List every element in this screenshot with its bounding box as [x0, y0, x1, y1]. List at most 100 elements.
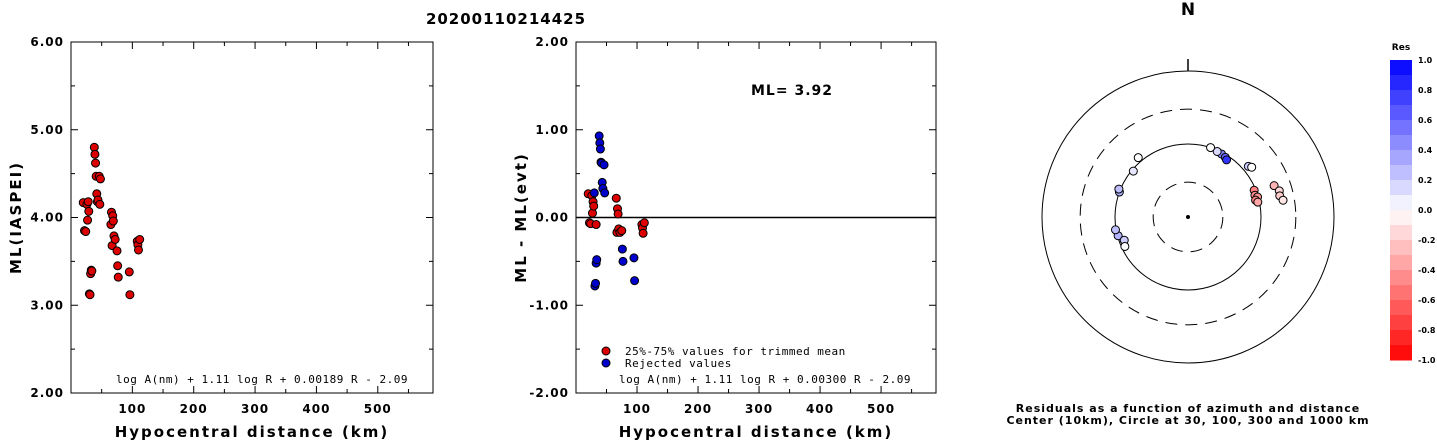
data-point [133, 245, 143, 255]
colorbar-tick-label: -1.0 [1418, 356, 1436, 365]
residual-vs-distance-panel: 100 200 300 400 500 -2.00 -1.00 0.00 1.00 2.00 Hyp… [512, 35, 937, 441]
colorbar-segment [1390, 105, 1412, 121]
x-tick-label: 400 [806, 402, 834, 416]
colorbar-segment [1390, 120, 1412, 136]
y-tick-label: 4.00 [30, 211, 64, 225]
trimmed-mean-point [591, 220, 601, 230]
rejected-point [595, 144, 605, 154]
station-residual-point [1114, 184, 1124, 194]
distance-circle [1114, 143, 1262, 291]
x-tick-label: 100 [118, 402, 146, 416]
colorbar-segment [1390, 195, 1412, 211]
colorbar-segment [1390, 90, 1412, 106]
y-tick-label: 6.00 [30, 35, 64, 49]
formula-text: log A(nm) + 1.11 log R + 0.00300 R - 2.0… [619, 373, 911, 386]
station-residual-point [1206, 143, 1216, 153]
y-tick-label: 3.00 [30, 298, 64, 312]
trimmed-mean-point [639, 218, 649, 228]
colorbar-segment [1390, 150, 1412, 166]
data-point [95, 174, 105, 184]
station-residual-point [1247, 162, 1257, 172]
legend-marker [601, 358, 611, 368]
data-point [125, 290, 135, 300]
data-point [83, 197, 93, 207]
x-tick-label: 200 [180, 402, 208, 416]
distance-circle [1079, 108, 1297, 326]
x-tick-label: 100 [623, 402, 651, 416]
y-axis-label: ML(IASPEI) [7, 161, 25, 274]
colorbar-segment [1390, 300, 1412, 316]
y-tick-label: -1.00 [529, 298, 569, 312]
colorbar-segment [1390, 225, 1412, 241]
colorbar-segment [1390, 165, 1412, 181]
colorbar-tick-label: 1.0 [1418, 56, 1433, 65]
x-tick-label: 300 [745, 402, 773, 416]
figure-title: 20200110214425 [426, 10, 586, 28]
rejected-point [591, 278, 601, 288]
colorbar-tick-label: -0.6 [1418, 296, 1436, 305]
y-tick-label: 1.00 [535, 123, 569, 137]
colorbar-tick-label: 0.4 [1418, 146, 1433, 155]
rejected-point [600, 188, 610, 198]
trimmed-mean-point [613, 209, 623, 219]
data-point [91, 158, 101, 168]
x-tick-label: 400 [302, 402, 330, 416]
station-residual-point [1133, 153, 1143, 163]
trimmed-mean-point [638, 228, 648, 238]
x-axis-label: Hypocentral distance (km) [619, 423, 894, 441]
north-label: N [1181, 0, 1195, 20]
formula-text: log A(nm) + 1.11 log R + 0.00189 R - 2.0… [116, 373, 408, 386]
legend-entry: 25%-75% values for trimmed mean [625, 345, 846, 358]
rejected-point [599, 160, 609, 170]
colorbar-segment [1390, 330, 1412, 346]
data-point [85, 290, 95, 300]
data-point [87, 266, 97, 276]
data-point [113, 272, 123, 282]
colorbar-tick-label: 0.0 [1418, 206, 1433, 215]
plot-frame [70, 41, 434, 394]
data-point [110, 234, 120, 244]
trimmed-mean-point [617, 226, 627, 236]
ml-annotation: ML= 3.92 [751, 83, 833, 99]
colorbar-title: Res [1392, 43, 1410, 53]
colorbar-segment [1390, 210, 1412, 226]
station-residual-point [1128, 166, 1138, 176]
x-axis-label: Hypocentral distance (km) [115, 423, 390, 441]
colorbar-segment [1390, 285, 1412, 301]
data-point [84, 206, 94, 216]
trimmed-mean-point [589, 201, 599, 211]
azimuth-residual-panel: N Residuals as a function of azimuth and … [1006, 0, 1435, 427]
data-point [95, 199, 105, 209]
colorbar-segment [1390, 75, 1412, 91]
legend-entry: Rejected values [625, 357, 732, 370]
data-point [135, 234, 145, 244]
center-dot [1186, 215, 1190, 219]
y-tick-label: 2.00 [535, 35, 569, 49]
colorbar-segment [1390, 270, 1412, 286]
station-residual-point [1278, 195, 1288, 205]
data-point [113, 261, 123, 271]
rejected-point [618, 256, 628, 266]
colorbar-segment [1390, 345, 1412, 361]
colorbar-tick-label: 0.8 [1418, 86, 1433, 95]
data-point [90, 149, 100, 159]
distance-circle [1152, 181, 1224, 253]
x-tick-label: 300 [241, 402, 269, 416]
trimmed-mean-point [611, 193, 621, 203]
station-residual-point [1222, 155, 1232, 165]
caption-line-1: Residuals as a function of azimuth and d… [1016, 402, 1360, 415]
legend-marker [601, 346, 611, 356]
data-point [108, 216, 118, 226]
colorbar-tick-label: 0.2 [1418, 176, 1432, 185]
y-axis-label: ML - ML(evt) [512, 152, 530, 282]
colorbar-tick-label: -0.8 [1418, 326, 1436, 335]
colorbar-segment [1390, 315, 1412, 331]
y-tick-label: -2.00 [529, 386, 569, 400]
x-tick-label: 500 [867, 402, 895, 416]
caption-line-2: Center (10km), Circle at 30, 100, 300 an… [1006, 414, 1369, 427]
y-tick-label: 5.00 [30, 123, 64, 137]
colorbar-tick-label: -0.4 [1418, 266, 1436, 275]
colorbar-segment [1390, 255, 1412, 271]
data-point [83, 215, 93, 225]
